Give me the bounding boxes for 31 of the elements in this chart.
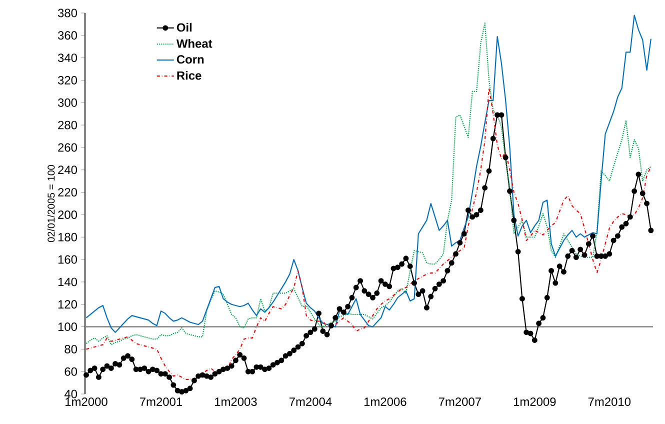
legend-label: Oil	[176, 22, 192, 32]
y-tick-label: 300	[58, 98, 78, 107]
y-tick-label: 340	[58, 54, 78, 62]
x-tick-label: 1m2006	[364, 398, 406, 406]
y-axis-title: 02/01/2005 = 100	[47, 164, 55, 242]
x-tick-label: 1m2000	[66, 398, 108, 406]
y-tick-label: 240	[58, 166, 78, 174]
y-tick-label: 160	[58, 255, 78, 264]
x-tick-label: 7m2001	[140, 398, 182, 406]
y-tick-label: 380	[58, 8, 78, 18]
y-tick-label: 260	[58, 143, 78, 152]
x-tick-label: 7m2007	[438, 398, 481, 406]
legend-label: Corn	[176, 55, 204, 64]
x-tick-label: 7m2010	[588, 398, 631, 406]
x-tick-label: 7m2004	[289, 398, 332, 406]
y-tick-label: 200	[58, 210, 78, 219]
legend-label: Wheat	[176, 39, 212, 48]
x-tick-label: 1m2003	[215, 398, 257, 406]
legend-label: Rice	[177, 71, 202, 80]
y-tick-label: 180	[58, 232, 78, 242]
y-tick-label: 320	[58, 76, 78, 84]
y-tick-label: 360	[58, 31, 78, 40]
y-tick-label: 140	[58, 278, 78, 286]
y-tick-label: 40	[64, 390, 78, 398]
y-tick-label: 220	[58, 188, 78, 197]
y-tick-label: 280	[58, 120, 78, 130]
y-tick-label: 120	[58, 300, 78, 309]
y-tick-label: 100	[58, 322, 78, 331]
y-tick-label: 80	[64, 344, 78, 354]
x-tick-label: 1m2009	[514, 398, 556, 406]
y-tick-label: 60	[64, 367, 78, 376]
